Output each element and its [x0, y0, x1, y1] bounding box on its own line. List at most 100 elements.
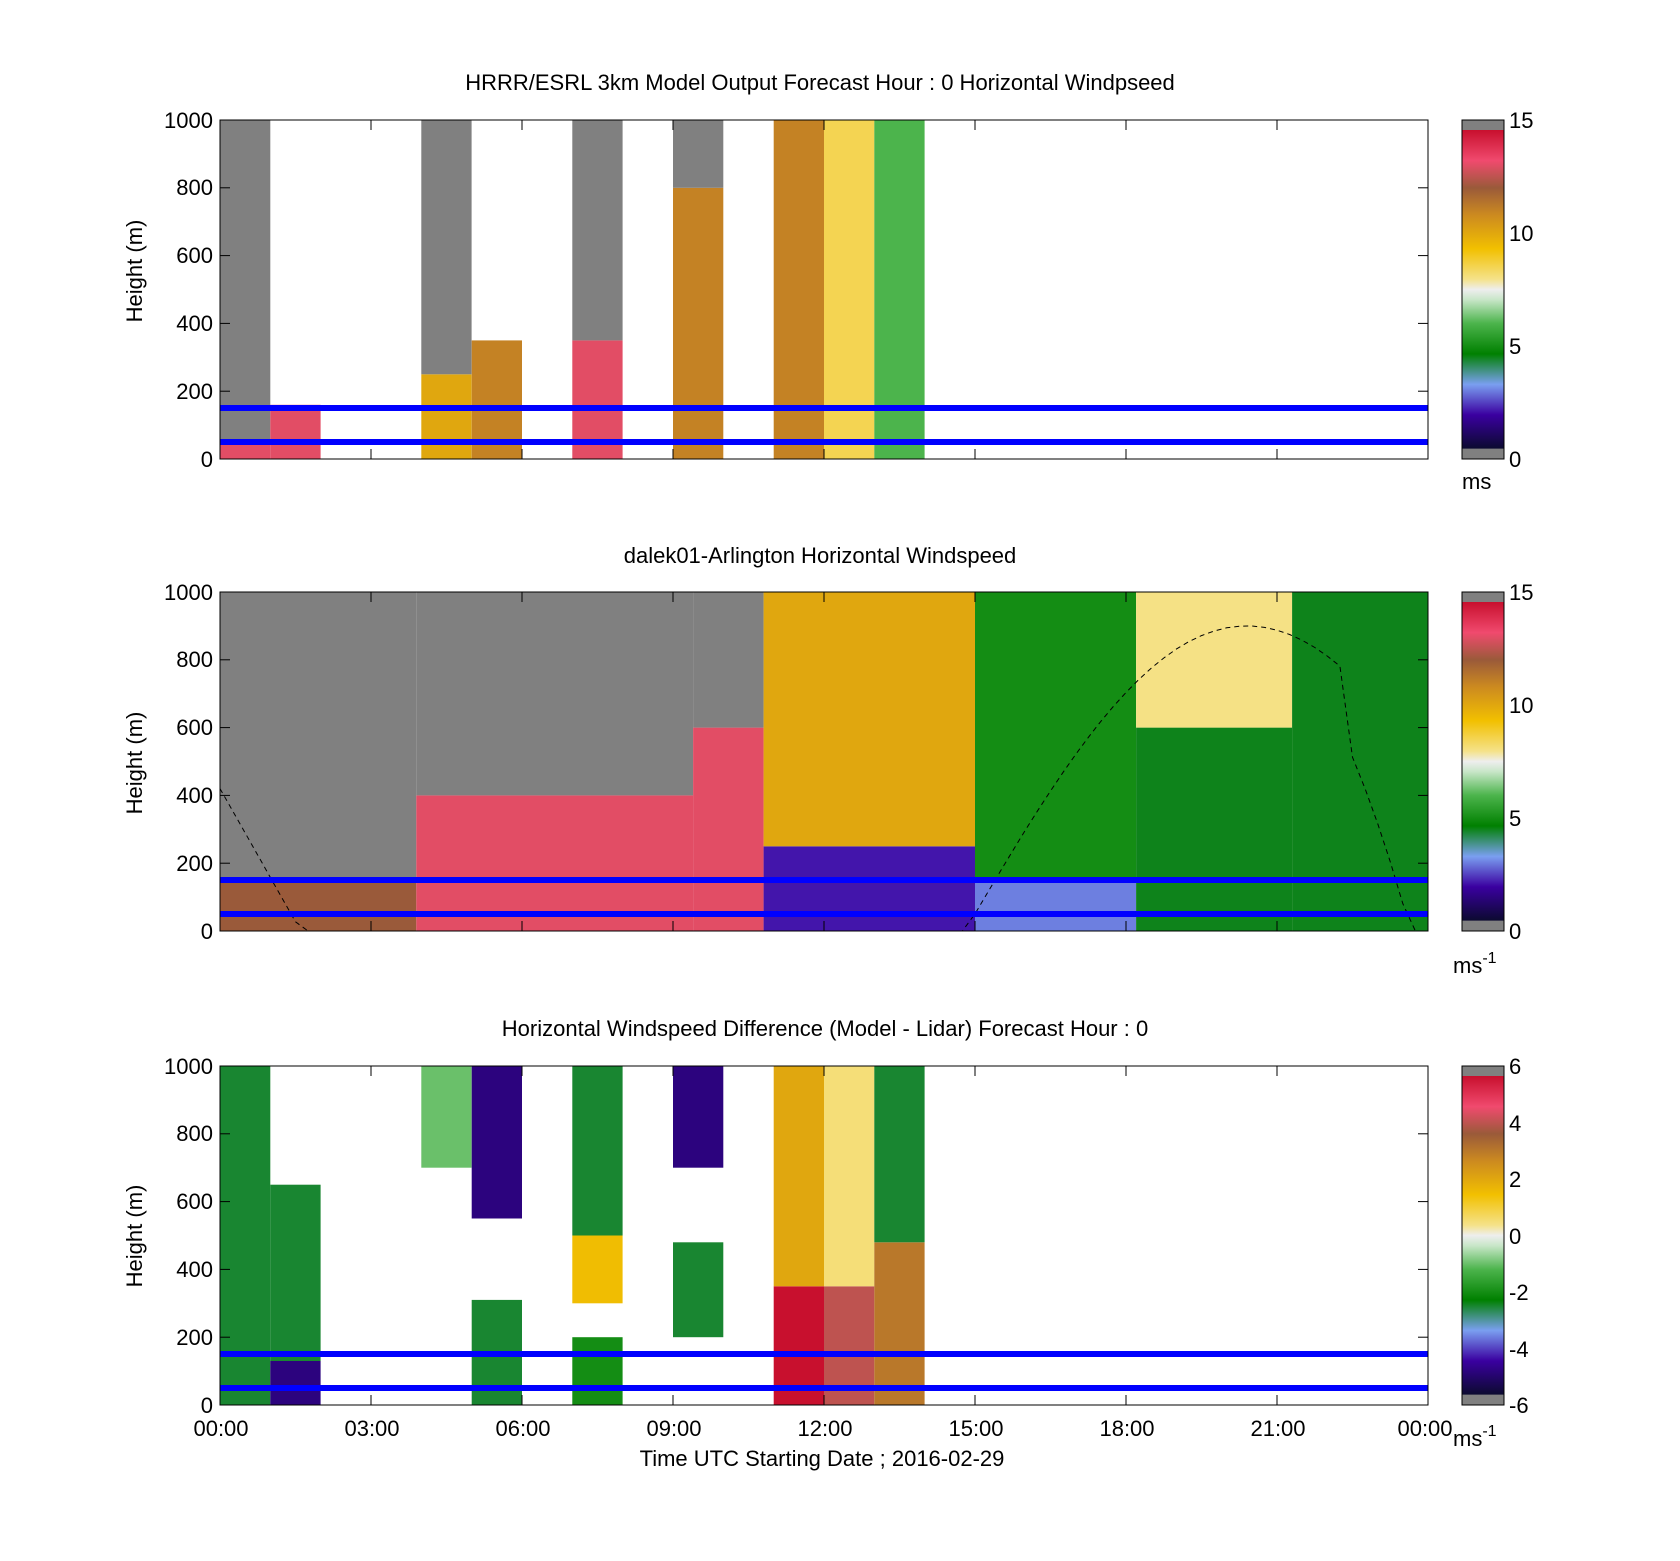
- colorbar-unit-base: ms: [1453, 1426, 1482, 1451]
- panel2-title: dalek01-Arlington Horizontal Windspeed: [624, 543, 1017, 568]
- colorbar-gradient: [1461, 119, 1505, 460]
- y-tick-label: 1000: [164, 108, 213, 133]
- y-tick-label: 1000: [164, 580, 213, 605]
- panel-difference: Horizontal Windspeed Difference (Model -…: [122, 1016, 1529, 1471]
- panel2-colorbar: 0 5 10 15 ms-1: [1453, 580, 1533, 978]
- heatmap-cell: [471, 1066, 522, 1219]
- panel3-title: Horizontal Windspeed Difference (Model -…: [502, 1016, 1148, 1041]
- heatmap-cell: [773, 1066, 824, 1287]
- y-tick-label: 200: [176, 1325, 213, 1350]
- heatmap-cell: [1292, 592, 1428, 931]
- panel2-ticks: [219, 591, 1429, 932]
- heatmap-cell: [220, 443, 271, 459]
- panel-model-windspeed: HRRR/ESRL 3km Model Output Forecast Hour…: [122, 70, 1533, 494]
- heatmap-cell: [270, 1360, 321, 1405]
- y-tick-label: 1000: [164, 1054, 213, 1079]
- y-tick-label: 400: [176, 311, 213, 336]
- panel2-yticklabels: 0 200 400 600 800 1000: [164, 580, 213, 944]
- heatmap-cell: [874, 1066, 925, 1243]
- heatmap-cell: [572, 1235, 623, 1304]
- heatmap-cell: [693, 727, 764, 931]
- colorbar-unit-exponent: -1: [1482, 1423, 1496, 1440]
- panel2-heatmap: [220, 592, 1428, 932]
- y-tick-label: 800: [176, 1121, 213, 1146]
- heatmap-cell: [220, 880, 417, 931]
- heatmap-cell: [773, 120, 824, 459]
- colorbar-tick-label: 10: [1509, 221, 1533, 246]
- y-tick-label: 0: [201, 1393, 213, 1418]
- x-tick-label: 12:00: [797, 1416, 852, 1441]
- colorbar-tick-label: 4: [1509, 1111, 1521, 1136]
- colorbar-tick-label: 5: [1509, 334, 1521, 359]
- panel1-yticklabels: 0 200 400 600 800 1000: [164, 108, 213, 472]
- y-tick-label: 400: [176, 783, 213, 808]
- heatmap-cell: [416, 592, 694, 796]
- colorbar-unit-base: ms: [1453, 953, 1482, 978]
- colorbar-tick-label: 0: [1509, 447, 1521, 472]
- x-axis-label: Time UTC Starting Date ; 2016-02-29: [640, 1446, 1005, 1471]
- colorbar-tick-label: 15: [1509, 580, 1533, 605]
- colorbar-unit: ms: [1462, 469, 1491, 494]
- panel1-ylabel: Height (m): [122, 220, 147, 323]
- heatmap-cell: [270, 1184, 321, 1361]
- panel2-ylabel: Height (m): [122, 712, 147, 815]
- colorbar-tick-label: 0: [1509, 919, 1521, 944]
- x-tick-label: 06:00: [495, 1416, 550, 1441]
- heatmap-cell: [421, 120, 472, 375]
- heatmap-cell: [572, 1337, 623, 1405]
- heatmap-cell: [1136, 592, 1293, 728]
- colorbar-tick-label: 0: [1509, 1224, 1521, 1249]
- y-tick-label: 0: [201, 447, 213, 472]
- panel3-heatmap: [220, 1066, 925, 1405]
- y-tick-label: 200: [176, 851, 213, 876]
- panel3-yticklabels: 0 200 400 600 800 1000: [164, 1054, 213, 1418]
- heatmap-cell: [824, 1066, 875, 1287]
- colorbar-tick-label: -6: [1509, 1393, 1529, 1418]
- heatmap-cell: [673, 1066, 724, 1168]
- x-tick-label: 09:00: [646, 1416, 701, 1441]
- panel3-ylabel: Height (m): [122, 1185, 147, 1288]
- x-tick-label: 00:00: [193, 1416, 248, 1441]
- colorbar-tick-label: 5: [1509, 806, 1521, 831]
- colorbar-unit-exponent: -1: [1482, 950, 1496, 967]
- heatmap-cell: [572, 1066, 623, 1236]
- colorbar-tick-label: 10: [1509, 693, 1533, 718]
- heatmap-cell: [220, 592, 417, 881]
- panel3-ticks: [219, 1065, 1429, 1406]
- y-tick-label: 600: [176, 1189, 213, 1214]
- colorbar-unit: ms-1: [1453, 950, 1497, 978]
- y-tick-label: 600: [176, 715, 213, 740]
- panel1-ticks: [219, 119, 1429, 460]
- panel3-xticklabels: 00:00 03:00 06:00 09:00 12:00 15:00 18:0…: [193, 1416, 1452, 1441]
- heatmap-cell: [673, 120, 724, 188]
- heatmap-cell: [975, 592, 1137, 881]
- heatmap-cell: [693, 592, 764, 728]
- colorbar-unit: ms-1: [1453, 1423, 1497, 1451]
- heatmap-cell: [572, 120, 623, 341]
- panel1-colorbar: 0 5 10 15 ms: [1461, 108, 1533, 494]
- heatmap-cell: [421, 374, 472, 460]
- heatmap-cell: [673, 187, 724, 460]
- y-tick-label: 800: [176, 175, 213, 200]
- heatmap-cell: [220, 120, 271, 444]
- heatmap-cell: [421, 1066, 472, 1168]
- x-tick-label: 15:00: [948, 1416, 1003, 1441]
- x-tick-label: 21:00: [1250, 1416, 1305, 1441]
- heatmap-cell: [220, 1066, 271, 1405]
- colorbar-tick-label: 2: [1509, 1167, 1521, 1192]
- panel3-colorbar: -6 -4 -2 0 2 4 6 ms-1: [1453, 1054, 1529, 1451]
- heatmap-cell: [874, 120, 925, 459]
- heatmap-cell: [975, 880, 1137, 931]
- heatmap-cell: [763, 592, 975, 847]
- colorbar-gradient: [1461, 591, 1505, 932]
- panel-lidar-windspeed: dalek01-Arlington Horizontal Windspeed H…: [122, 543, 1533, 978]
- heatmap-cell: [874, 1242, 925, 1405]
- heatmap-cell: [270, 404, 321, 459]
- heatmap-cell: [673, 1242, 724, 1338]
- x-tick-label: 03:00: [344, 1416, 399, 1441]
- y-tick-label: 600: [176, 243, 213, 268]
- y-tick-label: 200: [176, 379, 213, 404]
- panel1-title: HRRR/ESRL 3km Model Output Forecast Hour…: [465, 70, 1175, 95]
- colorbar-tick-label: -4: [1509, 1337, 1529, 1362]
